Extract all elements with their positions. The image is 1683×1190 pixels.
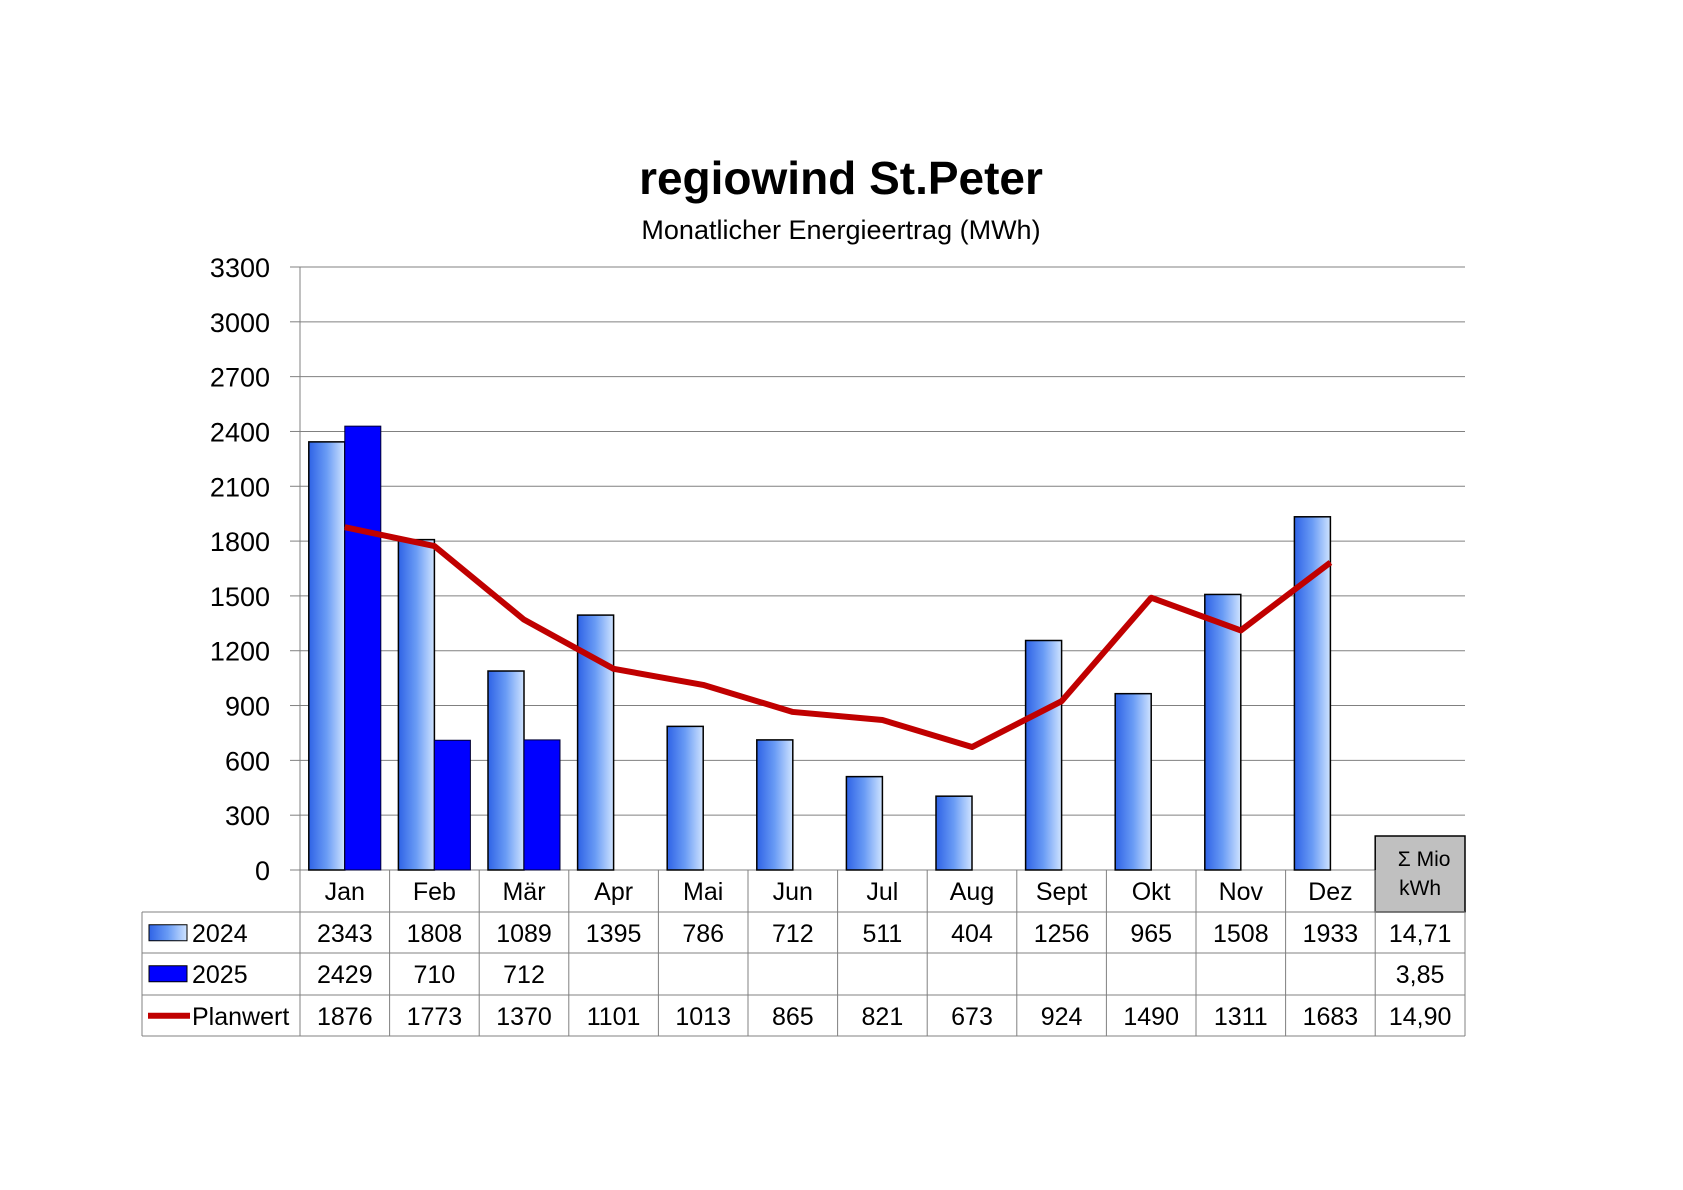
x-tick-label: Dez [1308,878,1352,906]
chart-title: regiowind St.Peter [639,152,1043,204]
x-tick-label: Aug [950,878,994,906]
planwert-point-Aug [971,746,973,748]
planwert-point-Nov [1240,629,1242,631]
bars [308,425,1332,871]
total-value-2025: 3,85 [1396,961,1445,989]
x-tick-label: Mär [502,878,545,906]
y-tick-label: 900 [225,692,270,722]
data-label: 712 [503,961,545,989]
data-label: 710 [414,961,456,989]
sum-header-unit: kWh [1399,877,1441,900]
legend-key-2025 [148,965,188,983]
sum-header-cell [1374,835,1466,913]
total-value-2024: 14,71 [1389,920,1452,948]
data-label: 1101 [587,1003,641,1031]
data-label: 1013 [675,1003,731,1031]
bar-2025-Mär [523,739,561,871]
data-label: 821 [862,1003,904,1031]
x-tick-label: Jul [866,878,898,906]
data-table: Σ Mio kWh Jan Feb Mär Apr Mai Jun Jul Aug Sept Okt N… [141,835,1466,1037]
y-tick-label: 300 [225,801,270,831]
data-label: 1508 [1213,920,1269,948]
planwert-point-Mär [523,619,525,621]
sum-header-label: Σ Mio [1398,848,1451,871]
planwert-point-Jun [792,711,794,713]
x-tick-label: Okt [1132,878,1171,906]
y-tick-label: 0 [255,856,270,886]
y-tick-label: 3000 [210,308,270,338]
planwert-point-Dez [1329,561,1331,563]
data-label: 965 [1130,920,1172,948]
planwert-point-Mai [702,684,704,686]
data-label: 924 [1041,1003,1083,1031]
legend-label-2025: 2025 [192,961,248,989]
bar-2024-Jan [308,441,346,871]
x-tick-label: Apr [594,878,633,906]
bar-2024-Jul [845,775,884,871]
data-label: 404 [951,920,993,948]
data-label: 2343 [317,920,373,948]
data-label: 1876 [317,1003,373,1031]
planwert-line [344,524,1333,751]
x-tick-label: Feb [413,878,456,906]
planwert-point-Feb [433,545,435,547]
y-tick-label: 2400 [210,417,270,447]
planwert-point-Okt [1150,597,1152,599]
total-value-Planwert: 14,90 [1389,1003,1452,1031]
data-label: 1256 [1034,920,1090,948]
bar-2025-Jan [344,425,382,871]
bar-2024-Sept [1024,639,1063,871]
data-label: 1490 [1123,1003,1179,1031]
x-tick-label: Jun [773,878,813,906]
x-tick-label: Jan [325,878,365,906]
data-label: 712 [772,920,814,948]
bar-2024-Feb [397,538,436,871]
y-tick-label: 1500 [210,582,270,612]
data-label: 1683 [1303,1003,1359,1031]
bar-2025-Feb [433,739,471,871]
legend-label-Planwert: Planwert [192,1003,289,1031]
x-tick-label: Sept [1036,878,1087,906]
data-label: 1311 [1214,1003,1268,1031]
bar-2024-Okt [1114,692,1152,871]
data-label: 786 [682,920,724,948]
x-tick-label: Mai [683,878,723,906]
y-tick-label: 1200 [210,637,270,667]
data-label: 1773 [407,1003,463,1031]
data-label: 511 [862,920,902,948]
data-label: 1933 [1303,920,1359,948]
bar-2024-Nov [1204,593,1242,871]
y-axis-labels: 0 300 600 900 1200 1500 1800 2100 2400 2700 3000 33… [210,253,270,886]
data-label: 673 [951,1003,993,1031]
chart-subtitle: Monatlicher Energieertrag (MWh) [641,215,1040,245]
planwert-point-Apr [613,668,615,670]
bar-2024-Jun [756,739,794,871]
data-label: 1370 [496,1003,552,1031]
bar-2024-Mär [487,670,525,871]
y-tick-label: 3300 [210,253,270,283]
bar-2024-Aug [935,795,973,871]
data-label: 1089 [496,920,552,948]
y-tick-label: 2100 [210,472,270,502]
data-label: 1395 [586,920,642,948]
planwert-point-Jul [881,719,883,721]
data-label: 1808 [407,920,463,948]
planwert-point-Jan [344,526,346,528]
x-tick-label: Nov [1219,878,1264,906]
data-label: 2429 [317,961,373,989]
legend-label-2024: 2024 [192,920,248,948]
y-tick-label: 1800 [210,527,270,557]
planwert-point-Sept [1061,700,1063,702]
planwert-line-group [344,524,1333,751]
y-tick-label: 2700 [210,363,270,393]
y-tick-label: 600 [225,746,270,776]
data-label: 865 [772,1003,814,1031]
bar-2024-Mai [666,725,704,871]
legend-key-2024 [148,924,188,942]
